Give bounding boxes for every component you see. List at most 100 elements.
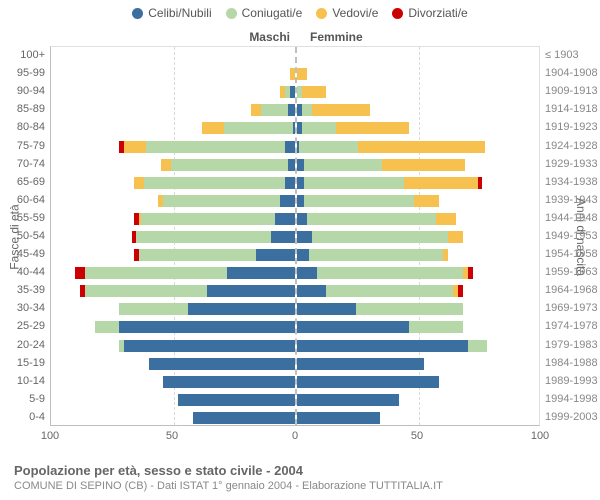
age-label: 20-24	[3, 339, 45, 351]
x-tick-label: 0	[292, 430, 298, 442]
birth-year-label: 1954-1958	[545, 248, 600, 260]
age-label: 5-9	[3, 393, 45, 405]
bar-segment	[297, 68, 307, 80]
female-bar	[297, 303, 463, 315]
female-heading: Femmine	[310, 30, 363, 44]
bar-segment	[478, 177, 483, 189]
bar-segment	[163, 376, 295, 388]
bar-segment	[134, 177, 144, 189]
bar-segment	[119, 303, 187, 315]
bar-segment	[161, 159, 171, 171]
bar-segment	[136, 231, 270, 243]
age-row	[51, 266, 541, 280]
age-label: 50-54	[3, 230, 45, 242]
population-pyramid-chart: Celibi/NubiliConiugati/eVedovi/eDivorzia…	[0, 0, 600, 500]
bar-segment	[261, 104, 288, 116]
bar-segment	[75, 267, 85, 279]
bar-segment	[297, 303, 356, 315]
male-bar	[134, 177, 295, 189]
age-row	[51, 357, 541, 371]
bar-segment	[297, 159, 304, 171]
birth-year-label: 1914-1918	[545, 103, 600, 115]
bar-segment	[302, 122, 336, 134]
birth-year-label: 1964-1968	[545, 284, 600, 296]
male-bar	[134, 249, 295, 261]
bar-segment	[443, 249, 448, 261]
age-row	[51, 302, 541, 316]
bar-segment	[312, 104, 371, 116]
birth-year-label: 1939-1943	[545, 194, 600, 206]
bar-segment	[149, 358, 295, 370]
bar-segment	[139, 249, 256, 261]
bar-segment	[227, 267, 295, 279]
legend-swatch-icon	[392, 8, 403, 19]
female-bar	[297, 376, 439, 388]
age-label: 25-29	[3, 320, 45, 332]
male-bar	[161, 159, 295, 171]
age-label: 45-49	[3, 248, 45, 260]
bar-segment	[297, 213, 307, 225]
bar-segment	[144, 177, 286, 189]
birth-year-label: 1989-1993	[545, 375, 600, 387]
age-label: 85-89	[3, 103, 45, 115]
bar-segment	[297, 195, 304, 207]
bar-segment	[297, 177, 304, 189]
bar-segment	[404, 177, 477, 189]
legend-swatch-icon	[132, 8, 143, 19]
male-heading: Maschi	[249, 30, 290, 44]
female-bar	[297, 412, 380, 424]
female-bar	[297, 68, 307, 80]
age-label: 70-74	[3, 158, 45, 170]
bar-segment	[317, 267, 463, 279]
age-label: 80-84	[3, 121, 45, 133]
bar-segment	[304, 159, 382, 171]
male-bar	[119, 141, 295, 153]
birth-year-label: 1909-1913	[545, 85, 600, 97]
male-bar	[134, 213, 295, 225]
female-bar	[297, 122, 409, 134]
birth-year-label: 1944-1948	[545, 212, 600, 224]
male-bar	[178, 394, 295, 406]
bar-segment	[207, 285, 295, 297]
legend: Celibi/NubiliConiugati/eVedovi/eDivorzia…	[0, 6, 600, 20]
female-bar	[297, 213, 456, 225]
male-bar	[119, 303, 295, 315]
bar-segment	[290, 86, 295, 98]
age-label: 0-4	[3, 411, 45, 423]
age-row	[51, 375, 541, 389]
bar-segment	[141, 213, 275, 225]
female-bar	[297, 104, 370, 116]
bar-segment	[288, 104, 295, 116]
age-row	[51, 230, 541, 244]
bar-segment	[302, 104, 312, 116]
bar-segment	[290, 68, 295, 80]
legend-item: Celibi/Nubili	[132, 6, 211, 20]
bar-segment	[436, 213, 456, 225]
birth-year-label: 1974-1978	[545, 320, 600, 332]
bar-segment	[382, 159, 465, 171]
female-bar	[297, 86, 326, 98]
chart-subtitle: COMUNE DI SEPINO (CB) - Dati ISTAT 1° ge…	[14, 480, 586, 492]
legend-label: Celibi/Nubili	[148, 6, 211, 20]
age-row	[51, 212, 541, 226]
bar-segment	[297, 340, 468, 352]
male-bar	[290, 68, 295, 80]
age-row	[51, 194, 541, 208]
age-row	[51, 121, 541, 135]
bar-segment	[468, 340, 488, 352]
bar-segment	[304, 177, 404, 189]
bar-segment	[163, 195, 280, 207]
age-label: 100+	[3, 49, 45, 61]
male-bar	[193, 412, 295, 424]
male-bar	[251, 104, 295, 116]
birth-year-label: 1984-1988	[545, 357, 600, 369]
bar-segment	[297, 285, 326, 297]
age-row	[51, 284, 541, 298]
age-label: 10-14	[3, 375, 45, 387]
age-row	[51, 140, 541, 154]
age-label: 15-19	[3, 357, 45, 369]
bar-segment	[188, 303, 295, 315]
bar-segment	[468, 267, 473, 279]
bar-segment	[307, 213, 436, 225]
female-bar	[297, 141, 485, 153]
